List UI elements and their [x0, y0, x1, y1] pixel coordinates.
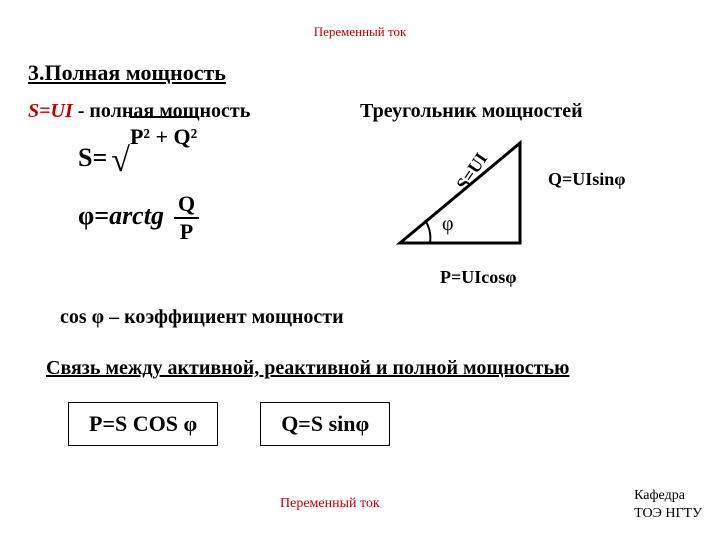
- formula-s-eq: =: [92, 143, 107, 173]
- fraction-num: Q: [172, 191, 201, 217]
- content-columns: S=UI - полная мощность S = √P² + Q² φ = …: [0, 100, 720, 288]
- left-column: S=UI - полная мощность S = √P² + Q² φ = …: [28, 100, 360, 288]
- right-column: Треугольник мощностей S=UI Q=UIsinφ φ P=…: [360, 100, 692, 288]
- footer-dept: Кафедра ТОЭ НГТУ: [634, 487, 702, 522]
- box-q: Q=S sinφ: [260, 402, 390, 446]
- sqrt-expression: √P² + Q²: [111, 141, 197, 175]
- power-factor-line: cos φ – коэффициент мощности: [60, 306, 720, 329]
- formula-arctg: arctg: [109, 201, 164, 231]
- formula-s-lhs: S: [78, 143, 92, 173]
- triangle-shape: [400, 143, 520, 243]
- fraction-den: P: [174, 217, 199, 245]
- formula-phi-lhs: φ: [78, 201, 94, 231]
- phi-angle-label: φ: [442, 213, 454, 236]
- footer-dept-l1: Кафедра: [634, 488, 685, 503]
- section-title: 3.Полная мощность: [28, 60, 720, 86]
- power-triangle: S=UI Q=UIsinφ φ: [380, 133, 640, 263]
- triangle-svg: [380, 133, 640, 263]
- slide-header: Переменный ток: [0, 0, 720, 40]
- triangle-title: Треугольник мощностей: [360, 100, 692, 123]
- s-ui-italic: S=UI: [28, 100, 73, 122]
- fraction: Q P: [172, 191, 201, 245]
- radical-icon: √: [111, 142, 130, 179]
- relation-title: Связь между активной, реактивной и полно…: [46, 357, 720, 380]
- formula-block: S = √P² + Q² φ = arctg Q P: [78, 141, 360, 243]
- q-label: Q=UIsinφ: [548, 169, 626, 190]
- sqrt-radicand: P² + Q²: [130, 116, 197, 149]
- formula-boxes: P=S COS φ Q=S sinφ: [68, 402, 720, 446]
- box-p: P=S COS φ: [68, 402, 218, 446]
- footer-dept-l2: ТОЭ НГТУ: [634, 506, 702, 521]
- formula-phi: φ = arctg Q P: [78, 189, 360, 243]
- footer-title: Переменный ток: [280, 496, 380, 512]
- p-label: P=UIcosφ: [440, 267, 692, 288]
- formula-s: S = √P² + Q²: [78, 141, 360, 175]
- formula-phi-eq: =: [94, 201, 109, 231]
